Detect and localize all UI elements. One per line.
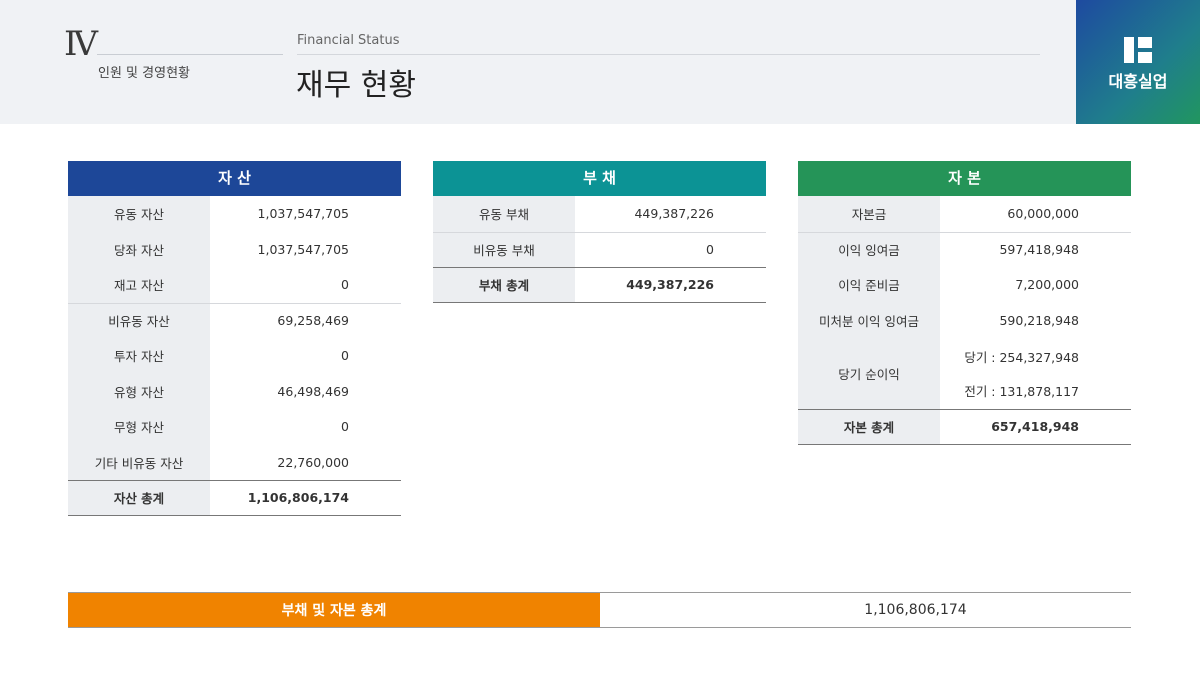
- table-row: 무형 자산 0: [68, 409, 401, 445]
- row-label: 비유동 부채: [433, 232, 575, 267]
- liabilities-table: 부 채 유동 부채 449,387,226 비유동 부채 0 부채 총계 449…: [433, 161, 766, 303]
- row-label: 당기 순이익: [798, 338, 940, 409]
- page-title: 재무 현황: [296, 68, 416, 103]
- grand-total-bar: 부채 및 자본 총계 1,106,806,174: [68, 592, 1131, 628]
- row-label: 유동 자산: [68, 196, 210, 232]
- total-label: 자산 총계: [68, 481, 210, 515]
- row-value: 1,037,547,705: [210, 231, 401, 267]
- assets-table: 자 산 유동 자산 1,037,547,705 당좌 자산 1,037,547,…: [68, 161, 401, 516]
- row-label: 자본금: [798, 196, 940, 232]
- company-name: 대흥실업: [1108, 72, 1168, 91]
- grand-total-value: 1,106,806,174: [864, 602, 967, 618]
- section-title: 인원 및 경영현황: [98, 66, 190, 81]
- company-logo-icon: [1124, 37, 1152, 63]
- row-label: 무형 자산: [68, 409, 210, 445]
- row-value: 0: [210, 409, 401, 445]
- total-row: 자본 총계 657,418,948: [798, 409, 1131, 445]
- row-value: 0: [210, 338, 401, 374]
- equity-header: 자 본: [798, 161, 1131, 196]
- row-label: 이익 준비금: [798, 267, 940, 303]
- current-period-value: 당기 : 254,327,948: [964, 350, 1079, 366]
- table-row: 비유동 자산 69,258,469: [68, 302, 401, 338]
- row-value: 590,218,948: [940, 302, 1131, 338]
- net-income-values: 당기 : 254,327,948 전기 : 131,878,117: [940, 338, 1131, 409]
- row-value: 60,000,000: [940, 196, 1131, 232]
- table-row: 당좌 자산 1,037,547,705: [68, 231, 401, 267]
- page-header: Ⅳ 인원 및 경영현황 Financial Status 재무 현황: [0, 0, 1200, 124]
- equity-table: 자 본 자본금 60,000,000 이익 잉여금 597,418,948 이익…: [798, 161, 1131, 445]
- row-value: 46,498,469: [210, 373, 401, 409]
- row-value: 22,760,000: [210, 444, 401, 480]
- table-row: 비유동 부채 0: [433, 231, 766, 267]
- row-value: 0: [210, 267, 401, 303]
- net-income-row: 당기 순이익 당기 : 254,327,948 전기 : 131,878,117: [798, 338, 1131, 409]
- row-label: 이익 잉여금: [798, 232, 940, 267]
- row-value: 69,258,469: [210, 303, 401, 338]
- section-divider: [97, 54, 283, 55]
- table-row: 유동 자산 1,037,547,705: [68, 196, 401, 232]
- assets-header: 자 산: [68, 161, 401, 196]
- row-label: 비유동 자산: [68, 303, 210, 338]
- table-row: 재고 자산 0: [68, 267, 401, 303]
- total-label: 부채 총계: [433, 268, 575, 302]
- total-value: 449,387,226: [575, 268, 766, 302]
- english-subtitle: Financial Status: [297, 33, 400, 48]
- table-row: 미처분 이익 잉여금 590,218,948: [798, 302, 1131, 338]
- row-label: 미처분 이익 잉여금: [798, 302, 940, 338]
- table-row: 이익 준비금 7,200,000: [798, 267, 1131, 303]
- table-row: 자본금 60,000,000: [798, 196, 1131, 232]
- grand-total-label: 부채 및 자본 총계: [68, 593, 600, 627]
- brand-block: 대흥실업: [1076, 0, 1200, 124]
- table-row: 유형 자산 46,498,469: [68, 373, 401, 409]
- row-value: 0: [575, 232, 766, 267]
- table-row: 이익 잉여금 597,418,948: [798, 231, 1131, 267]
- total-row: 부채 총계 449,387,226: [433, 267, 766, 303]
- row-value: 449,387,226: [575, 196, 766, 232]
- table-row: 기타 비유동 자산 22,760,000: [68, 444, 401, 480]
- previous-period-value: 전기 : 131,878,117: [964, 383, 1079, 399]
- row-label: 당좌 자산: [68, 231, 210, 267]
- row-value: 597,418,948: [940, 232, 1131, 267]
- total-value: 657,418,948: [940, 410, 1131, 444]
- row-value: 1,037,547,705: [210, 196, 401, 232]
- row-value: 7,200,000: [940, 267, 1131, 303]
- title-divider: [297, 54, 1040, 55]
- row-label: 기타 비유동 자산: [68, 444, 210, 480]
- liabilities-header: 부 채: [433, 161, 766, 196]
- total-row: 자산 총계 1,106,806,174: [68, 480, 401, 516]
- row-label: 투자 자산: [68, 338, 210, 374]
- total-label: 자본 총계: [798, 410, 940, 444]
- table-row: 투자 자산 0: [68, 338, 401, 374]
- row-label: 유형 자산: [68, 373, 210, 409]
- table-row: 유동 부채 449,387,226: [433, 196, 766, 232]
- row-label: 유동 부채: [433, 196, 575, 232]
- section-number: Ⅳ: [64, 24, 98, 64]
- total-value: 1,106,806,174: [210, 481, 401, 515]
- row-label: 재고 자산: [68, 267, 210, 303]
